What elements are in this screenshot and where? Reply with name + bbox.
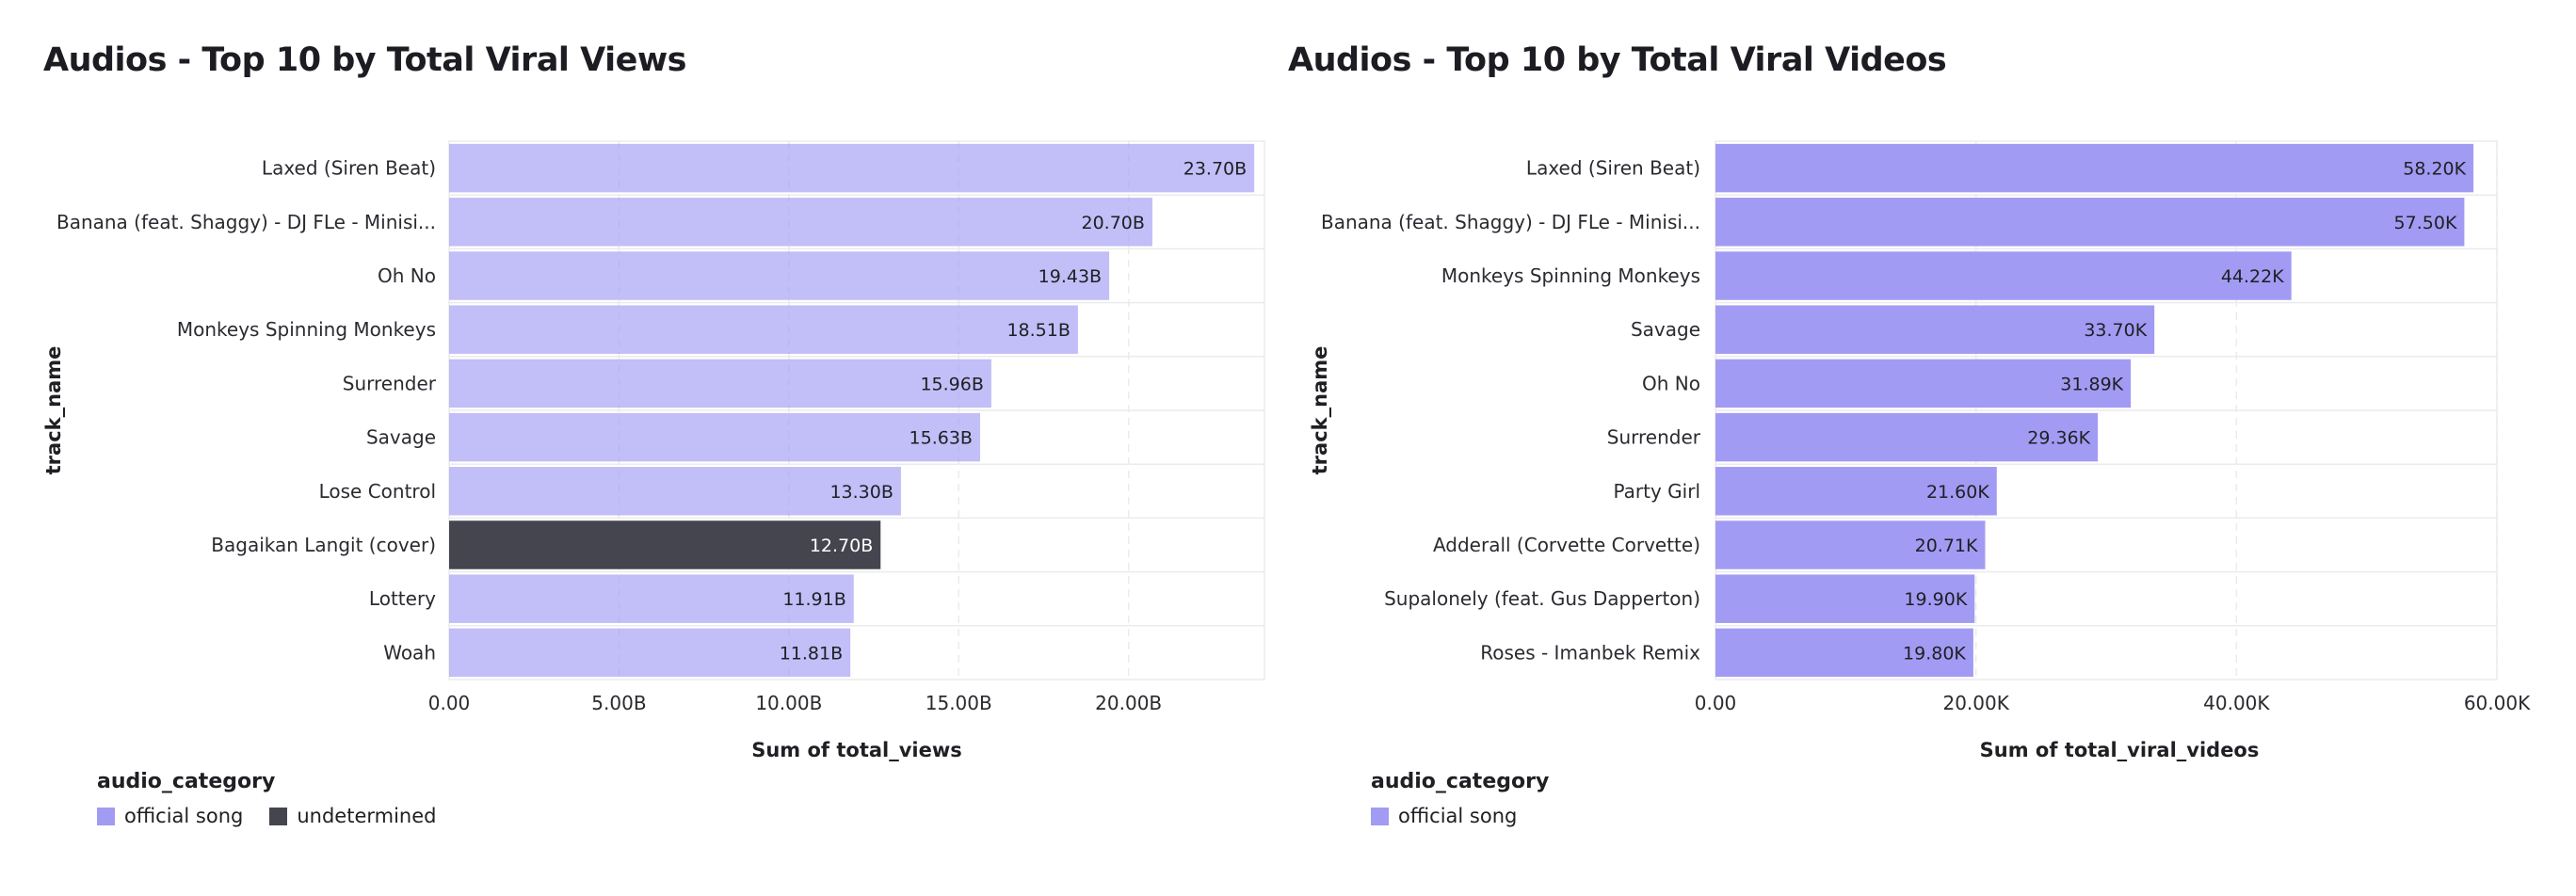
bar-chart-viral-views: 0.00 5.00B 10.00B 15.00B 20.00B 23.70B Laxed (… [42, 140, 1265, 761]
y-axis-title: track_name [1309, 346, 1331, 475]
data-label: 19.43B [1038, 266, 1102, 287]
category-label: Laxed (Siren Beat) [262, 157, 436, 180]
data-label: 58.20K [2403, 159, 2466, 180]
bar [449, 574, 854, 623]
category-label: Roses - Imanbek Remix [1480, 641, 1700, 664]
legend-item-undetermined[interactable]: undetermined [269, 805, 436, 827]
category-label: Savage [1631, 318, 1700, 341]
data-label: 57.50K [2394, 213, 2457, 233]
bar [1715, 198, 2465, 247]
legend-title: audio_category [1371, 770, 1550, 793]
data-label: 11.91B [782, 589, 845, 610]
category-label: Banana (feat. Shaggy) - DJ FLe - Minisi.… [56, 211, 436, 233]
x-tick-label: 60.00K [2464, 692, 2531, 714]
data-label: 19.80K [1903, 643, 1966, 664]
bar [1715, 359, 2132, 408]
category-label: Party Girl [1613, 480, 1700, 503]
legend-label: official song [1398, 805, 1518, 827]
legend-label: undetermined [297, 805, 437, 827]
data-label: 33.70K [2084, 320, 2147, 341]
chart-title: Audios - Top 10 by Total Viral Videos [1288, 41, 1947, 79]
x-tick-label: 5.00B [591, 692, 646, 714]
bar [449, 467, 901, 516]
x-tick-label: 0.00 [428, 692, 471, 714]
x-tick-label: 20.00K [1942, 692, 2009, 714]
legend: audio_category official song undetermine… [97, 770, 436, 827]
bar [1715, 412, 2099, 462]
bar [449, 359, 991, 408]
x-axis-title: Sum of total_views [751, 739, 962, 761]
legend-swatch-official-song [97, 807, 115, 825]
legend-title: audio_category [97, 770, 276, 793]
data-label: 31.89K [2060, 374, 2123, 394]
legend-item-official-song[interactable]: official song [97, 805, 243, 827]
chart-panel-viral-videos: Audios - Top 10 by Total Viral Videos 0.… [1288, 0, 2576, 896]
x-axis-title: Sum of total_viral_videos [1980, 739, 2260, 761]
data-label: 11.81B [780, 643, 843, 664]
bar [449, 143, 1255, 193]
category-label: Surrender [343, 372, 437, 394]
category-label: Monkeys Spinning Monkeys [177, 318, 436, 341]
bar [1715, 574, 1975, 623]
category-label: Lottery [369, 587, 436, 610]
data-label: 23.70B [1183, 159, 1247, 180]
category-label: Laxed (Siren Beat) [1526, 157, 1700, 180]
category-label: Supalonely (feat. Gus Dapperton) [1384, 587, 1700, 610]
x-tick-label: 10.00B [755, 692, 822, 714]
bar [1715, 305, 2155, 354]
bar [1715, 143, 2474, 193]
category-label: Bagaikan Langit (cover) [211, 534, 436, 556]
y-axis-title: track_name [42, 346, 65, 475]
category-label: Woah [383, 641, 436, 664]
data-label: 19.90K [1904, 589, 1967, 610]
bar [1715, 467, 1997, 516]
bar [1715, 251, 2292, 300]
data-label: 13.30B [829, 482, 893, 503]
category-label: Savage [366, 426, 436, 449]
chart-title: Audios - Top 10 by Total Viral Views [43, 41, 687, 79]
category-label: Oh No [378, 264, 436, 287]
x-tick-label: 20.00B [1095, 692, 1162, 714]
bar-chart-viral-videos: 0.00 20.00K 40.00K 60.00K 58.20K Laxed (Siren… [1309, 140, 2531, 761]
bar [1715, 520, 1986, 569]
category-label: Banana (feat. Shaggy) - DJ FLe - Minisi.… [1321, 211, 1700, 233]
chart-panel-viral-views: Audios - Top 10 by Total Viral Views 0.0… [42, 41, 1265, 827]
data-label: 15.96B [920, 374, 983, 394]
legend: audio_category official song [1371, 770, 1549, 827]
data-label: 20.70B [1081, 213, 1144, 233]
data-label: 15.63B [910, 428, 973, 449]
category-label: Adderall (Corvette Corvette) [1433, 534, 1700, 556]
legend-swatch-undetermined [269, 807, 288, 825]
x-tick-label: 40.00K [2203, 692, 2270, 714]
legend-swatch-official-song [1371, 807, 1389, 825]
bar [449, 412, 980, 462]
category-label: Oh No [1642, 372, 1700, 394]
bar [449, 251, 1110, 300]
data-label: 12.70B [810, 536, 873, 556]
data-label: 44.22K [2221, 266, 2284, 287]
category-label: Surrender [1607, 426, 1701, 449]
data-label: 18.51B [1006, 320, 1070, 341]
bar [1715, 628, 1973, 678]
category-label: Lose Control [319, 480, 436, 503]
x-tick-label: 15.00B [926, 692, 992, 714]
bar [449, 305, 1078, 354]
legend-item-official-song[interactable]: official song [1371, 805, 1517, 827]
category-label: Monkeys Spinning Monkeys [1441, 264, 1700, 287]
legend-label: official song [124, 805, 244, 827]
bar [449, 198, 1152, 247]
x-tick-label: 0.00 [1695, 692, 1737, 714]
bar [449, 520, 881, 569]
data-label: 29.36K [2027, 428, 2090, 449]
data-label: 20.71K [1915, 536, 1978, 556]
data-label: 21.60K [1926, 482, 1989, 503]
bar [449, 628, 851, 678]
